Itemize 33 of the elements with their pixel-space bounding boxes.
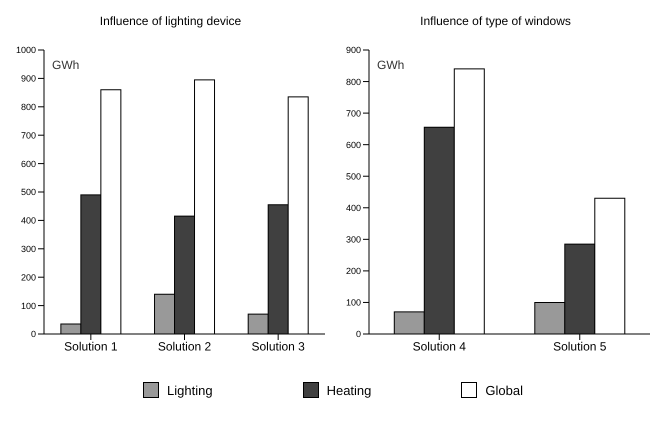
y-tick-label: 300: [20, 244, 36, 254]
x-tick-label: Solution 2: [158, 340, 212, 354]
y-tick-label: 400: [20, 216, 36, 226]
y-tick-label: 100: [346, 298, 361, 308]
y-tick-label: 0: [30, 329, 36, 340]
y-tick-label: 400: [346, 202, 361, 213]
x-tick-label: Solution 4: [412, 340, 466, 354]
legend-label: Heating: [326, 382, 372, 398]
y-tick-label: 800: [20, 102, 36, 112]
legend-label: Global: [485, 382, 523, 398]
y-tick-label: 700: [20, 130, 36, 140]
y-tick-label: 0: [356, 329, 361, 340]
x-tick-label: Solution 5: [553, 340, 607, 354]
y-tick-label: 900: [20, 74, 36, 84]
y-tick-label: 600: [20, 158, 36, 169]
x-tick-label: Solution 1: [64, 340, 118, 354]
y-axis-title: GWh: [377, 58, 404, 72]
x-tick-label: Solution 3: [251, 340, 306, 354]
y-tick-label: 200: [20, 272, 36, 282]
chart-title: Influence of lighting device: [98, 13, 242, 30]
y-tick-label: 100: [20, 300, 36, 311]
y-tick-label: 700: [346, 108, 361, 118]
y-tick-label: 900: [346, 45, 361, 56]
y-tick-label: 800: [346, 76, 361, 87]
y-tick-label: 500: [20, 187, 36, 198]
legend-label: Lighting: [167, 382, 213, 398]
y-tick-label: 300: [346, 234, 361, 245]
y-tick-label: 1000: [16, 45, 36, 56]
chart-title: Influence of type of windows: [419, 13, 572, 30]
y-tick-label: 200: [346, 266, 361, 276]
y-tick-label: 500: [346, 171, 361, 182]
y-axis-title: GWh: [52, 58, 80, 72]
y-tick-label: 600: [346, 140, 361, 150]
